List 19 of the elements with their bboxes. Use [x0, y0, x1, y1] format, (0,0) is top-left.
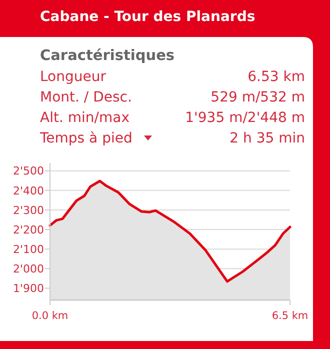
- text: Alt. min/max: [40, 110, 130, 126]
- text: Temps à pied: [39, 130, 132, 146]
- text: Longueur: [40, 69, 106, 85]
- x-tick-label: 0.0 km: [32, 310, 68, 322]
- x-tick-label: 6.5 km: [272, 310, 308, 322]
- y-tick-label: 1'900: [12, 282, 44, 296]
- text: Mont. / Desc.: [40, 90, 132, 106]
- text: 1'935 m/2'448 m: [185, 110, 305, 126]
- y-tick-label: 2'000: [12, 262, 44, 276]
- chart-subtitle: Caractéristiques: [40, 48, 175, 64]
- text: 529 m/532 m: [210, 90, 305, 106]
- y-tick-label: 2'300: [12, 204, 44, 217]
- y-tick-label: 2'500: [12, 164, 44, 178]
- text: 6.53 km: [248, 69, 305, 85]
- text: 2 h 35 min: [230, 130, 305, 146]
- y-tick-label: 2'200: [12, 223, 44, 236]
- chart-title: Cabane - Tour des Planards: [40, 9, 256, 25]
- y-tick-label: 2'100: [12, 242, 44, 256]
- y-tick-label: 2'400: [12, 184, 44, 198]
